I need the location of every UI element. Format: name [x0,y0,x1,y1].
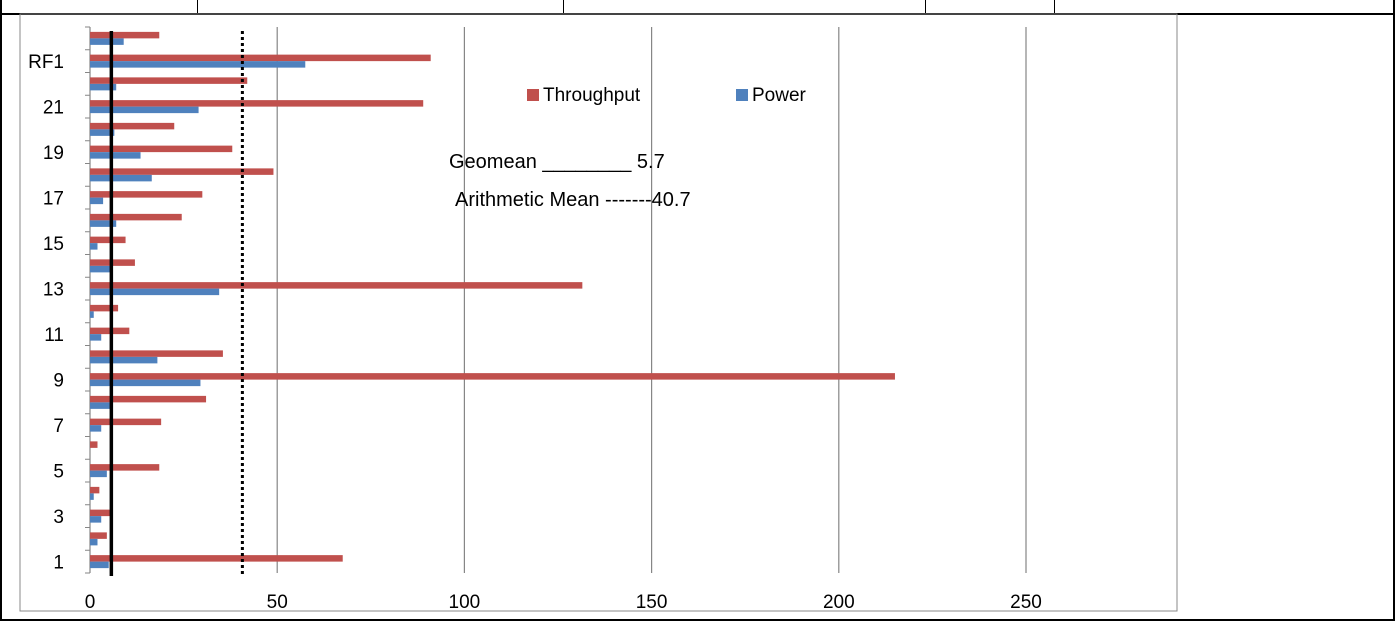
y-tick-label-5: 5 [53,462,64,483]
bar-throughput [90,168,274,175]
reference-lines [109,31,244,576]
bar-power [90,379,201,387]
x-tick-label-250: 250 [1010,592,1042,613]
bar-power [90,197,104,205]
chart-area-border [19,13,1178,612]
bar-power [90,265,111,273]
bar-throughput [90,395,207,403]
bar-throughput [90,373,895,380]
bar-power [90,470,107,478]
bar-throughput [90,555,343,562]
bar-throughput [90,532,107,539]
bar-throughput [90,509,113,517]
y-tick-label-7: 7 [53,416,64,437]
bar-throughput [90,100,424,107]
bar-power [90,334,102,341]
legend-swatch-throughput [527,89,539,101]
bar-throughput [90,464,160,471]
bar-throughput [90,122,175,130]
annotation-arithmetic-mean: Arithmetic Mean -------40.7 [455,189,691,211]
bar-power [90,425,102,432]
y-tick-label-RF1: RF1 [28,52,64,73]
bars [90,31,895,569]
bar-throughput [90,282,583,289]
bar-power [90,38,124,45]
bar-throughput [90,441,98,448]
x-tick-label-50: 50 [267,592,288,613]
y-tick-label-3: 3 [53,507,64,528]
bar-power [90,152,141,159]
x-tick-label-100: 100 [449,592,481,613]
y-tick-label-19: 19 [43,143,64,164]
bar-throughput [90,77,248,84]
bar-power [90,129,115,136]
bar-power [90,174,152,182]
y-tick-label-21: 21 [43,98,64,119]
bar-power [90,311,94,318]
bar-power [90,243,98,250]
bar-power [90,106,199,114]
bar-throughput [90,54,431,62]
bar-power [90,516,102,523]
bar-throughput [90,236,126,244]
annotation-geomean: Geomean ________ 5.7 [449,151,665,173]
bar-throughput [90,350,223,357]
x-tick-label-0: 0 [85,592,96,613]
bar-throughput [90,145,233,153]
bar-throughput [90,213,182,221]
y-tick-label-15: 15 [43,234,64,255]
bar-power [90,402,113,409]
legend-label-power: Power [752,85,807,106]
bar-power [90,356,158,364]
bar-throughput [90,418,162,426]
legend-label-throughput: Throughput [543,85,641,106]
y-tick-label-17: 17 [43,189,64,210]
bar-throughput [90,31,160,39]
legend-swatch-power [736,89,748,101]
y-tick-label-1: 1 [53,553,64,574]
bar-power [90,493,94,500]
bar-throughput [90,486,100,494]
bar-power [90,538,98,546]
bar-power [90,220,117,227]
legend: Throughput Power [527,85,807,106]
bar-power [90,561,109,569]
bar-throughput [90,191,203,198]
y-tick-label-13: 13 [43,280,64,301]
bar-power [90,83,117,91]
axes [85,26,91,574]
grid-lines [276,27,1027,573]
y-tick-label-11: 11 [44,325,64,346]
x-tick-label-150: 150 [636,592,668,613]
bar-power [90,61,306,68]
bar-throughput [90,304,119,312]
bar-power [90,288,220,296]
x-tick-label-200: 200 [823,592,855,613]
y-tick-label-9: 9 [53,371,64,392]
